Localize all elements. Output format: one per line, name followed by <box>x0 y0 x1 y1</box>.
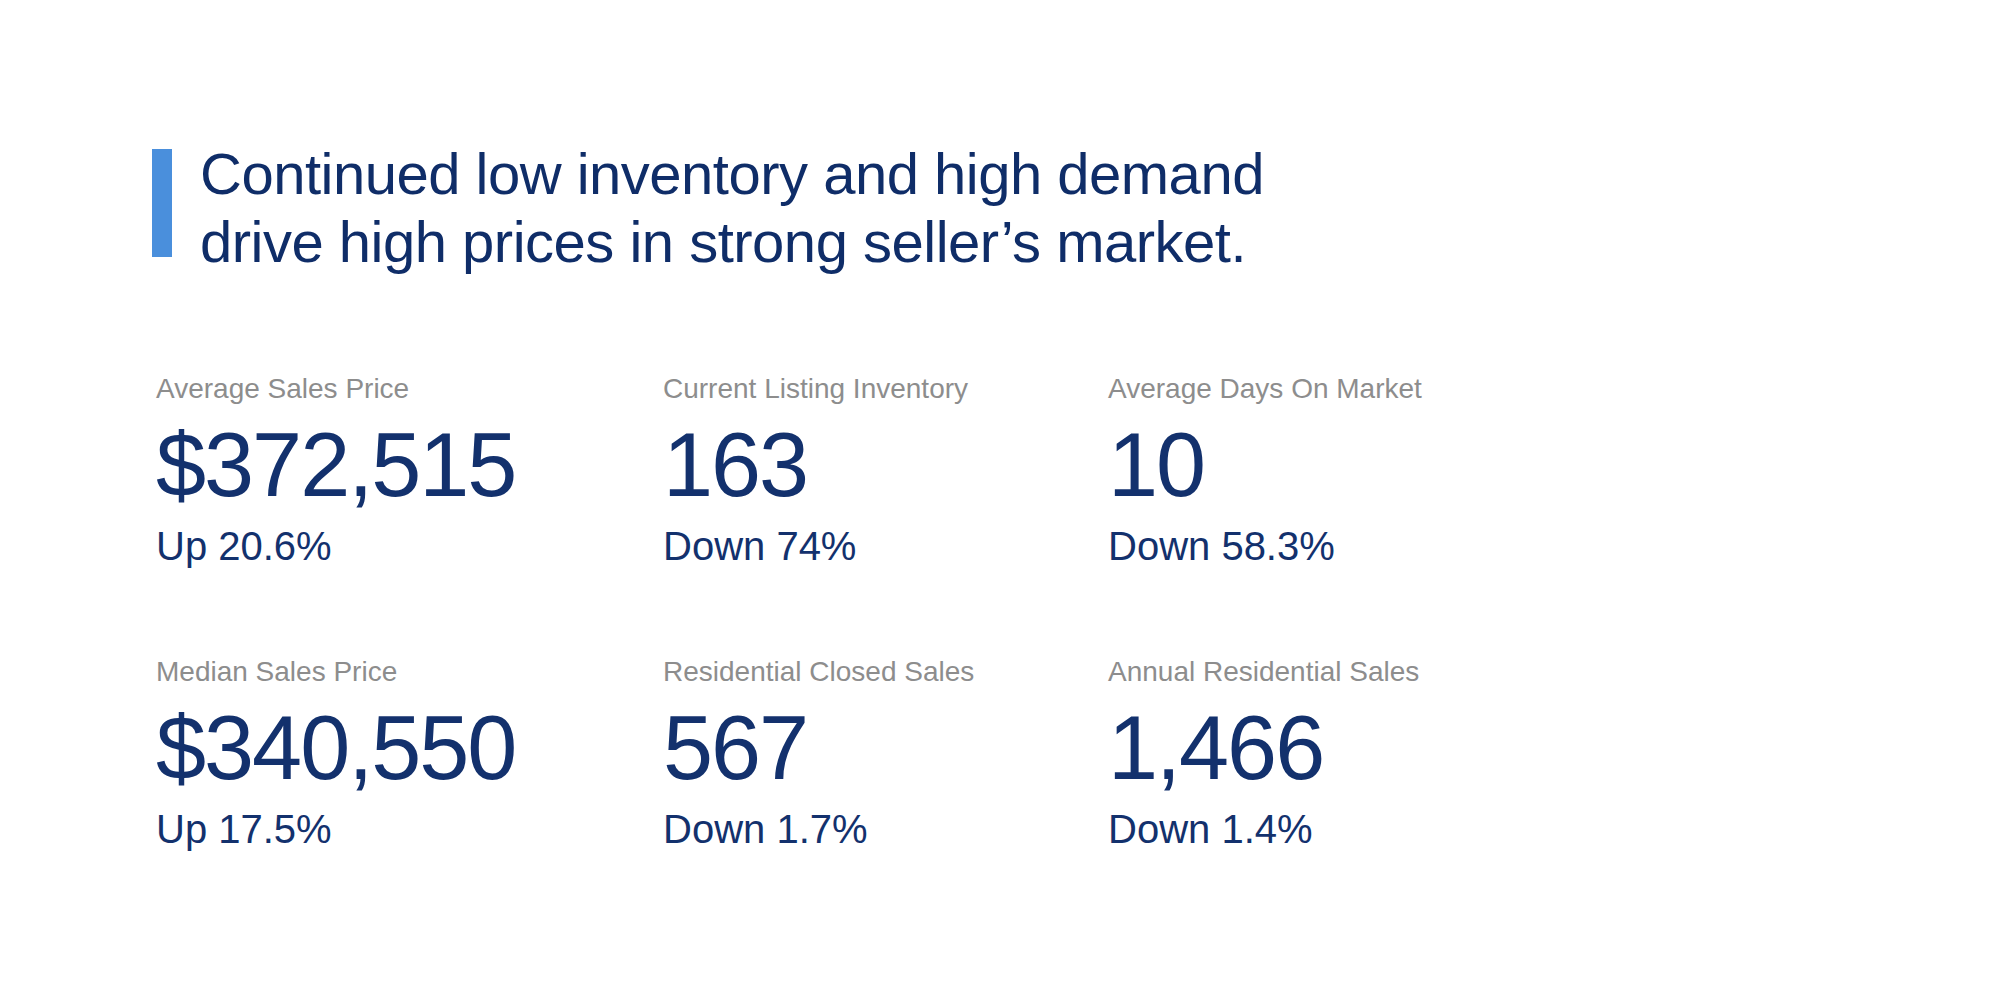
stat-change: Down 74% <box>663 522 1133 570</box>
stat-value: 163 <box>663 416 1133 514</box>
stat-label: Average Sales Price <box>156 372 626 406</box>
headline-accent-bar <box>152 149 172 257</box>
stat-card-current-listing-inventory: Current Listing Inventory 163 Down 74% <box>663 372 1133 570</box>
stat-label: Current Listing Inventory <box>663 372 1133 406</box>
stat-value: 1,466 <box>1108 699 1578 797</box>
headline: Continued low inventory and high demand … <box>200 140 1264 276</box>
stat-change: Down 1.4% <box>1108 805 1578 853</box>
stat-value: $340,550 <box>156 699 626 797</box>
stat-card-average-days-on-market: Average Days On Market 10 Down 58.3% <box>1108 372 1578 570</box>
stat-label: Residential Closed Sales <box>663 655 1133 689</box>
stat-card-residential-closed-sales: Residential Closed Sales 567 Down 1.7% <box>663 655 1133 853</box>
headline-block: Continued low inventory and high demand … <box>152 140 1264 276</box>
stat-change: Down 58.3% <box>1108 522 1578 570</box>
stat-card-average-sales-price: Average Sales Price $372,515 Up 20.6% <box>156 372 626 570</box>
stat-label: Annual Residential Sales <box>1108 655 1578 689</box>
stat-label: Median Sales Price <box>156 655 626 689</box>
stat-label: Average Days On Market <box>1108 372 1578 406</box>
stat-card-median-sales-price: Median Sales Price $340,550 Up 17.5% <box>156 655 626 853</box>
stat-value: 567 <box>663 699 1133 797</box>
stat-card-annual-residential-sales: Annual Residential Sales 1,466 Down 1.4% <box>1108 655 1578 853</box>
headline-line-2: drive high prices in strong seller’s mar… <box>200 208 1264 276</box>
headline-line-1: Continued low inventory and high demand <box>200 140 1264 208</box>
market-stats-slide: Continued low inventory and high demand … <box>0 0 2000 1000</box>
stat-value: 10 <box>1108 416 1578 514</box>
stat-change: Down 1.7% <box>663 805 1133 853</box>
stat-change: Up 20.6% <box>156 522 626 570</box>
stat-change: Up 17.5% <box>156 805 626 853</box>
stat-value: $372,515 <box>156 416 626 514</box>
